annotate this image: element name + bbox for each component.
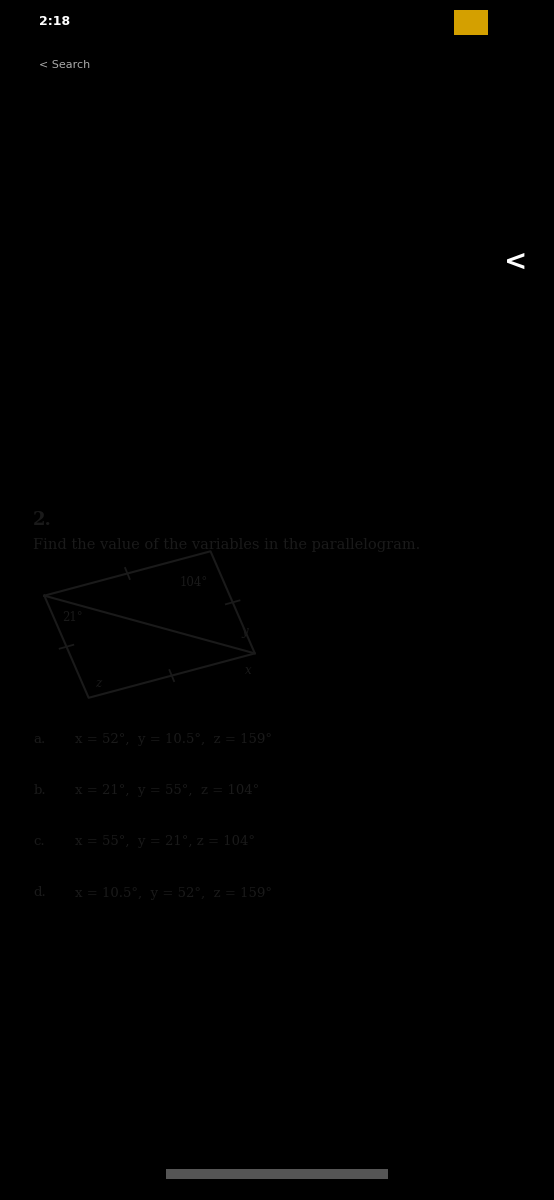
- Text: y: y: [242, 625, 248, 638]
- Text: a.: a.: [33, 733, 45, 746]
- Text: 21°: 21°: [62, 611, 83, 624]
- Text: x = 52°,  y = 10.5°,  z = 159°: x = 52°, y = 10.5°, z = 159°: [75, 733, 272, 746]
- Text: c.: c.: [33, 835, 45, 848]
- Text: d.: d.: [33, 887, 46, 900]
- Text: <: <: [504, 247, 527, 276]
- Bar: [454, 10, 488, 35]
- Text: x = 55°,  y = 21°, z = 104°: x = 55°, y = 21°, z = 104°: [75, 835, 255, 848]
- Text: x: x: [245, 665, 252, 678]
- Text: 2.: 2.: [33, 511, 52, 529]
- Text: b.: b.: [33, 785, 46, 797]
- Text: x = 21°,  y = 55°,  z = 104°: x = 21°, y = 55°, z = 104°: [75, 785, 259, 797]
- Bar: [166, 1169, 388, 1180]
- Text: x = 10.5°,  y = 52°,  z = 159°: x = 10.5°, y = 52°, z = 159°: [75, 887, 272, 900]
- Text: 2:18: 2:18: [39, 14, 70, 28]
- Text: Find the value of the variables in the parallelogram.: Find the value of the variables in the p…: [33, 538, 420, 552]
- Text: 104°: 104°: [180, 576, 208, 589]
- Text: < Search: < Search: [39, 60, 90, 70]
- Text: z: z: [95, 677, 101, 690]
